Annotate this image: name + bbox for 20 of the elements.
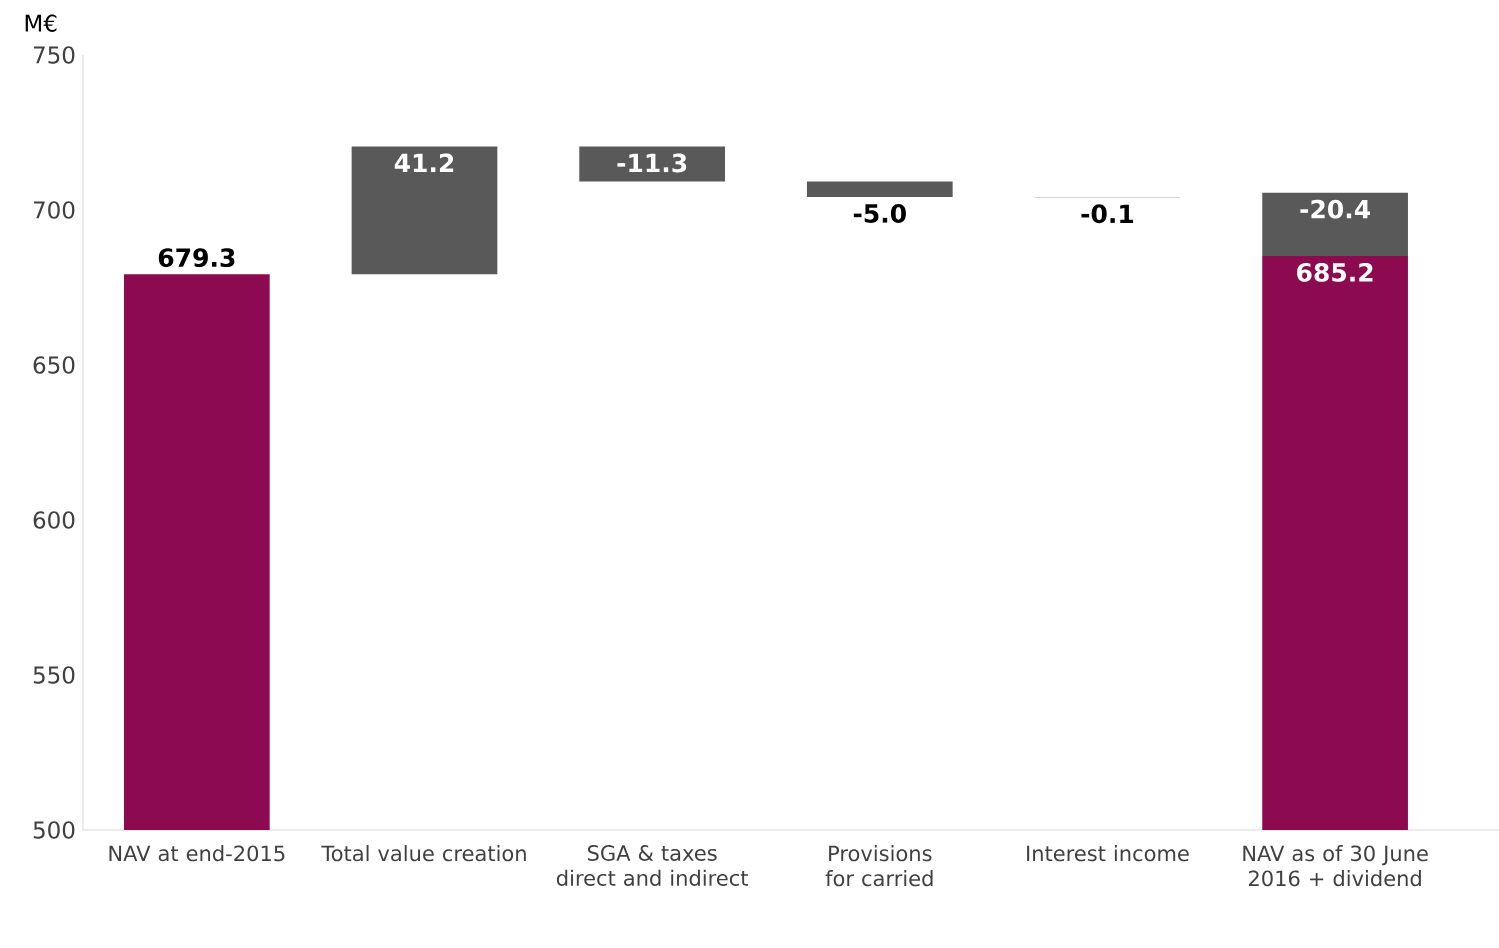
- y-tick-label: 500: [33, 821, 75, 839]
- data-label: 685.2: [1297, 262, 1373, 282]
- data-label: -5.0: [853, 204, 906, 223]
- y-tick-label: 650: [33, 356, 75, 374]
- x-tick-label: Interest income: [1027, 845, 1189, 862]
- x-tick-label: SGA & taxes direct and indirect: [556, 845, 749, 886]
- x-tick-label: NAV as of 30 June 2016 + dividend: [1243, 845, 1428, 887]
- data-label: -0.1: [1081, 204, 1134, 224]
- y-tick-label: 750: [33, 46, 75, 64]
- data-label: -20.4: [1300, 199, 1370, 219]
- y-tick-label: 550: [33, 666, 75, 684]
- y-axis-title: M€: [25, 14, 57, 32]
- x-tick-label: Total value creation: [321, 845, 526, 862]
- data-label: 679.3: [158, 248, 235, 268]
- data-label: 41.2: [394, 153, 454, 173]
- y-tick-label: 600: [33, 511, 75, 529]
- data-label: -11.3: [617, 153, 687, 173]
- x-tick-label: NAV at end-2015: [109, 845, 285, 862]
- x-tick-label: Provisions for carried: [825, 845, 933, 887]
- y-tick-label: 700: [33, 201, 75, 219]
